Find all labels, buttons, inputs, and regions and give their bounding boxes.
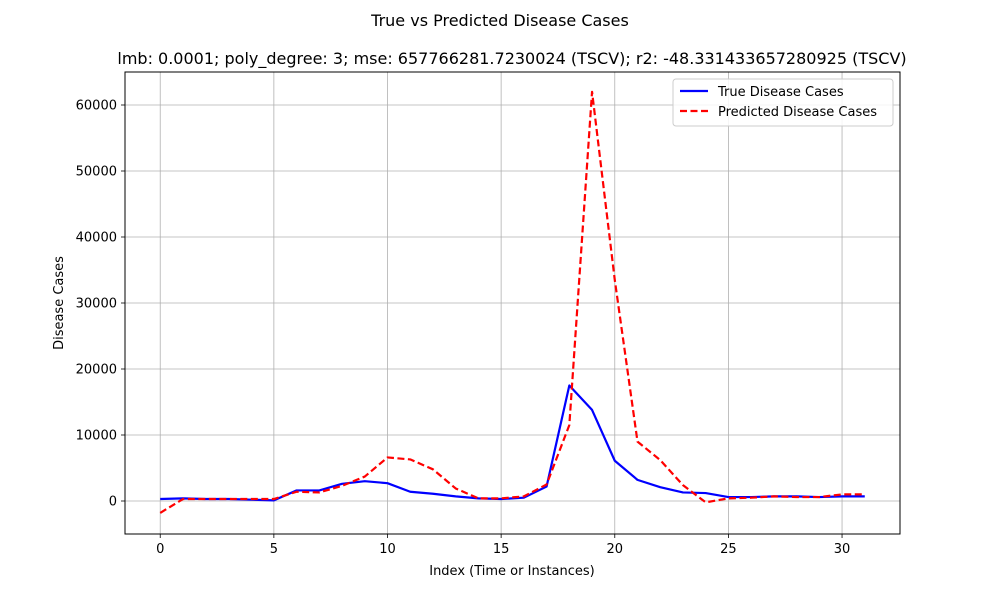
x-axis-label: Index (Time or Instances) xyxy=(429,564,595,579)
y-axis: 0 10000 20000 30000 40000 50000 60000 xyxy=(76,99,125,510)
chart-title: True vs Predicted Disease Cases xyxy=(370,11,629,30)
legend-label-predicted: Predicted Disease Cases xyxy=(718,105,877,120)
y-axis-label: Disease Cases xyxy=(52,256,67,350)
chart-subtitle: lmb: 0.0001; poly_degree: 3; mse: 657766… xyxy=(117,49,906,69)
y-tick-label: 20000 xyxy=(76,363,117,378)
y-tick-label: 10000 xyxy=(76,429,117,444)
legend: True Disease Cases Predicted Disease Cas… xyxy=(672,78,894,127)
y-tick-label: 0 xyxy=(109,495,117,510)
x-tick-label: 0 xyxy=(156,542,164,557)
x-tick-label: 10 xyxy=(379,542,396,557)
series-line-true xyxy=(160,384,865,502)
y-tick-label: 30000 xyxy=(76,297,117,312)
x-tick-label: 30 xyxy=(834,542,851,557)
y-tick-label: 40000 xyxy=(76,231,117,246)
series-line-predicted xyxy=(159,90,865,514)
series-layer xyxy=(159,90,865,514)
y-tick-label: 60000 xyxy=(76,99,117,114)
x-tick-label: 15 xyxy=(493,542,510,557)
x-tick-label: 25 xyxy=(720,542,737,557)
legend-label-true: True Disease Cases xyxy=(717,85,844,100)
x-axis: 0 5 10 15 20 25 30 xyxy=(156,534,850,557)
grid xyxy=(125,72,900,534)
x-tick-label: 5 xyxy=(270,542,278,557)
legend-box xyxy=(672,78,894,127)
x-tick-label: 20 xyxy=(606,542,623,557)
y-tick-label: 50000 xyxy=(76,165,117,180)
